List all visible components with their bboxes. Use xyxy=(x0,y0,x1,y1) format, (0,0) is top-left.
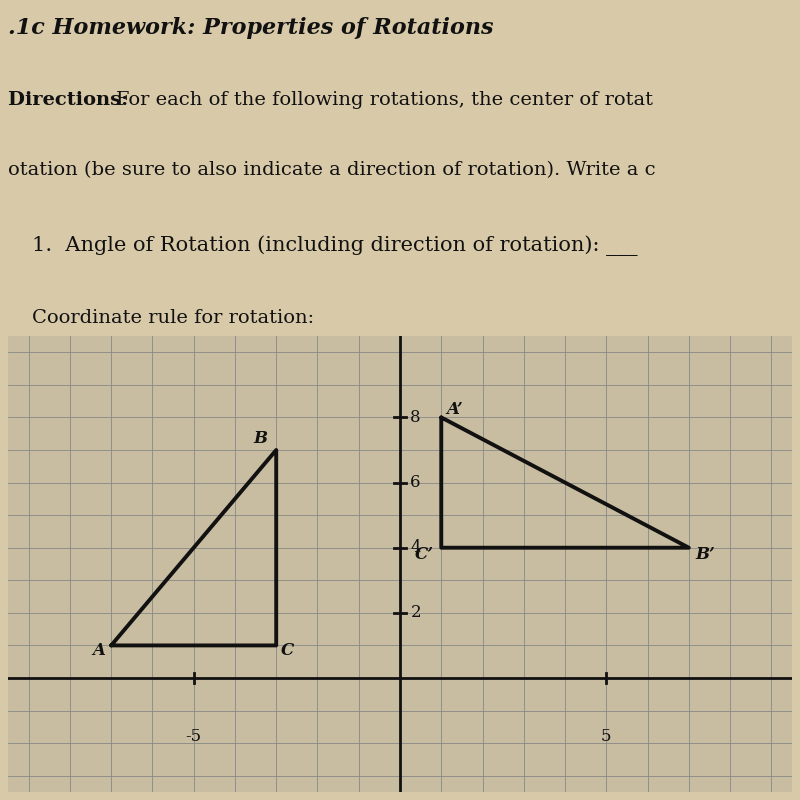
Text: 4: 4 xyxy=(410,539,421,556)
Text: otation (be sure to also indicate a direction of rotation). Write a c: otation (be sure to also indicate a dire… xyxy=(8,162,656,179)
Text: B: B xyxy=(254,430,267,447)
Text: A: A xyxy=(93,642,106,659)
Text: 2: 2 xyxy=(410,604,421,622)
Text: B’: B’ xyxy=(695,546,714,563)
Text: .1c Homework: Properties of Rotations: .1c Homework: Properties of Rotations xyxy=(8,17,494,38)
Text: C’: C’ xyxy=(414,546,434,563)
Text: 6: 6 xyxy=(410,474,421,491)
Text: For each of the following rotations, the center of rotat: For each of the following rotations, the… xyxy=(116,90,653,109)
Text: C: C xyxy=(281,642,294,659)
Text: 1.  Angle of Rotation (including direction of rotation): ___: 1. Angle of Rotation (including directio… xyxy=(32,235,638,256)
Text: A’: A’ xyxy=(446,401,463,418)
Text: Coordinate rule for rotation:: Coordinate rule for rotation: xyxy=(32,309,314,327)
Text: 5: 5 xyxy=(601,728,611,745)
Text: Directions:: Directions: xyxy=(8,90,135,109)
Text: 8: 8 xyxy=(410,409,421,426)
Text: -5: -5 xyxy=(186,728,202,745)
